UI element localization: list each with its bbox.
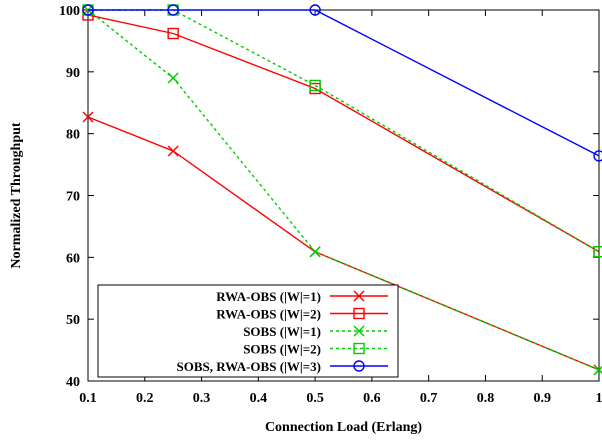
axis-ticks: 0.1 0.2 0.3 0.4 0.5 0.6 0.7 0.8 0.9 1 40 50 60 70 80 90… [59,4,602,406]
series-5 [82,4,602,162]
x-axis-title: Connection Load (Erlang) [265,420,422,435]
x-tick-label: 0.3 [193,391,211,406]
y-tick-label: 90 [66,66,80,81]
legend-label: SOBS (|W|=2) [243,342,321,357]
legend-swatch-marker [353,342,365,355]
y-tick-label: 50 [66,313,80,328]
x-tick-label: 0.5 [306,391,324,406]
legend-label: SOBS (|W|=1) [243,324,321,339]
y-axis-title: Normalized Throughput [9,122,24,268]
series-line [87,9,600,371]
y-tick-label: 70 [66,190,80,205]
legend-label: SOBS, RWA-OBS (|W|=3) [176,359,321,374]
data-point [167,4,179,16]
x-tick-label: 0.1 [79,391,97,406]
x-tick-label: 0.2 [136,391,154,406]
y-tick-label: 60 [66,251,80,266]
data-point [593,364,602,376]
legend-swatch-marker [353,325,365,337]
series-2 [82,9,602,258]
legend-label: RWA-OBS (|W|=2) [216,307,321,322]
data-point [167,72,179,84]
y-tick-label: 100 [59,4,80,19]
series-line [88,9,600,157]
series-layer [82,4,602,376]
legend-swatch-marker [353,307,365,320]
series-line [88,9,600,253]
x-tick-label: 0.4 [250,391,268,406]
data-point [309,4,321,16]
y-tick-label: 40 [66,375,80,390]
data-point [309,246,321,258]
legend: RWA-OBS (|W|=1) RWA-OBS (|W|=2) SOBS (|W|=… [97,284,399,378]
x-tick-label: 0.7 [420,391,438,406]
data-point [593,246,602,258]
data-point [167,145,179,157]
y-tick-label: 80 [66,128,80,143]
x-tick-label: 1 [596,391,602,406]
x-tick-label: 0.9 [533,391,551,406]
data-point [309,79,321,92]
x-tick-label: 0.6 [363,391,381,406]
x-tick-label: 0.8 [477,391,495,406]
data-point [593,150,602,162]
legend-label: RWA-OBS (|W|=1) [216,289,321,304]
data-point [82,4,94,16]
data-point [167,27,179,40]
legend-swatch-marker [353,360,365,372]
series-4 [82,4,602,258]
legend-swatch-marker [353,290,365,302]
series-line [87,14,600,253]
data-point [82,111,94,123]
